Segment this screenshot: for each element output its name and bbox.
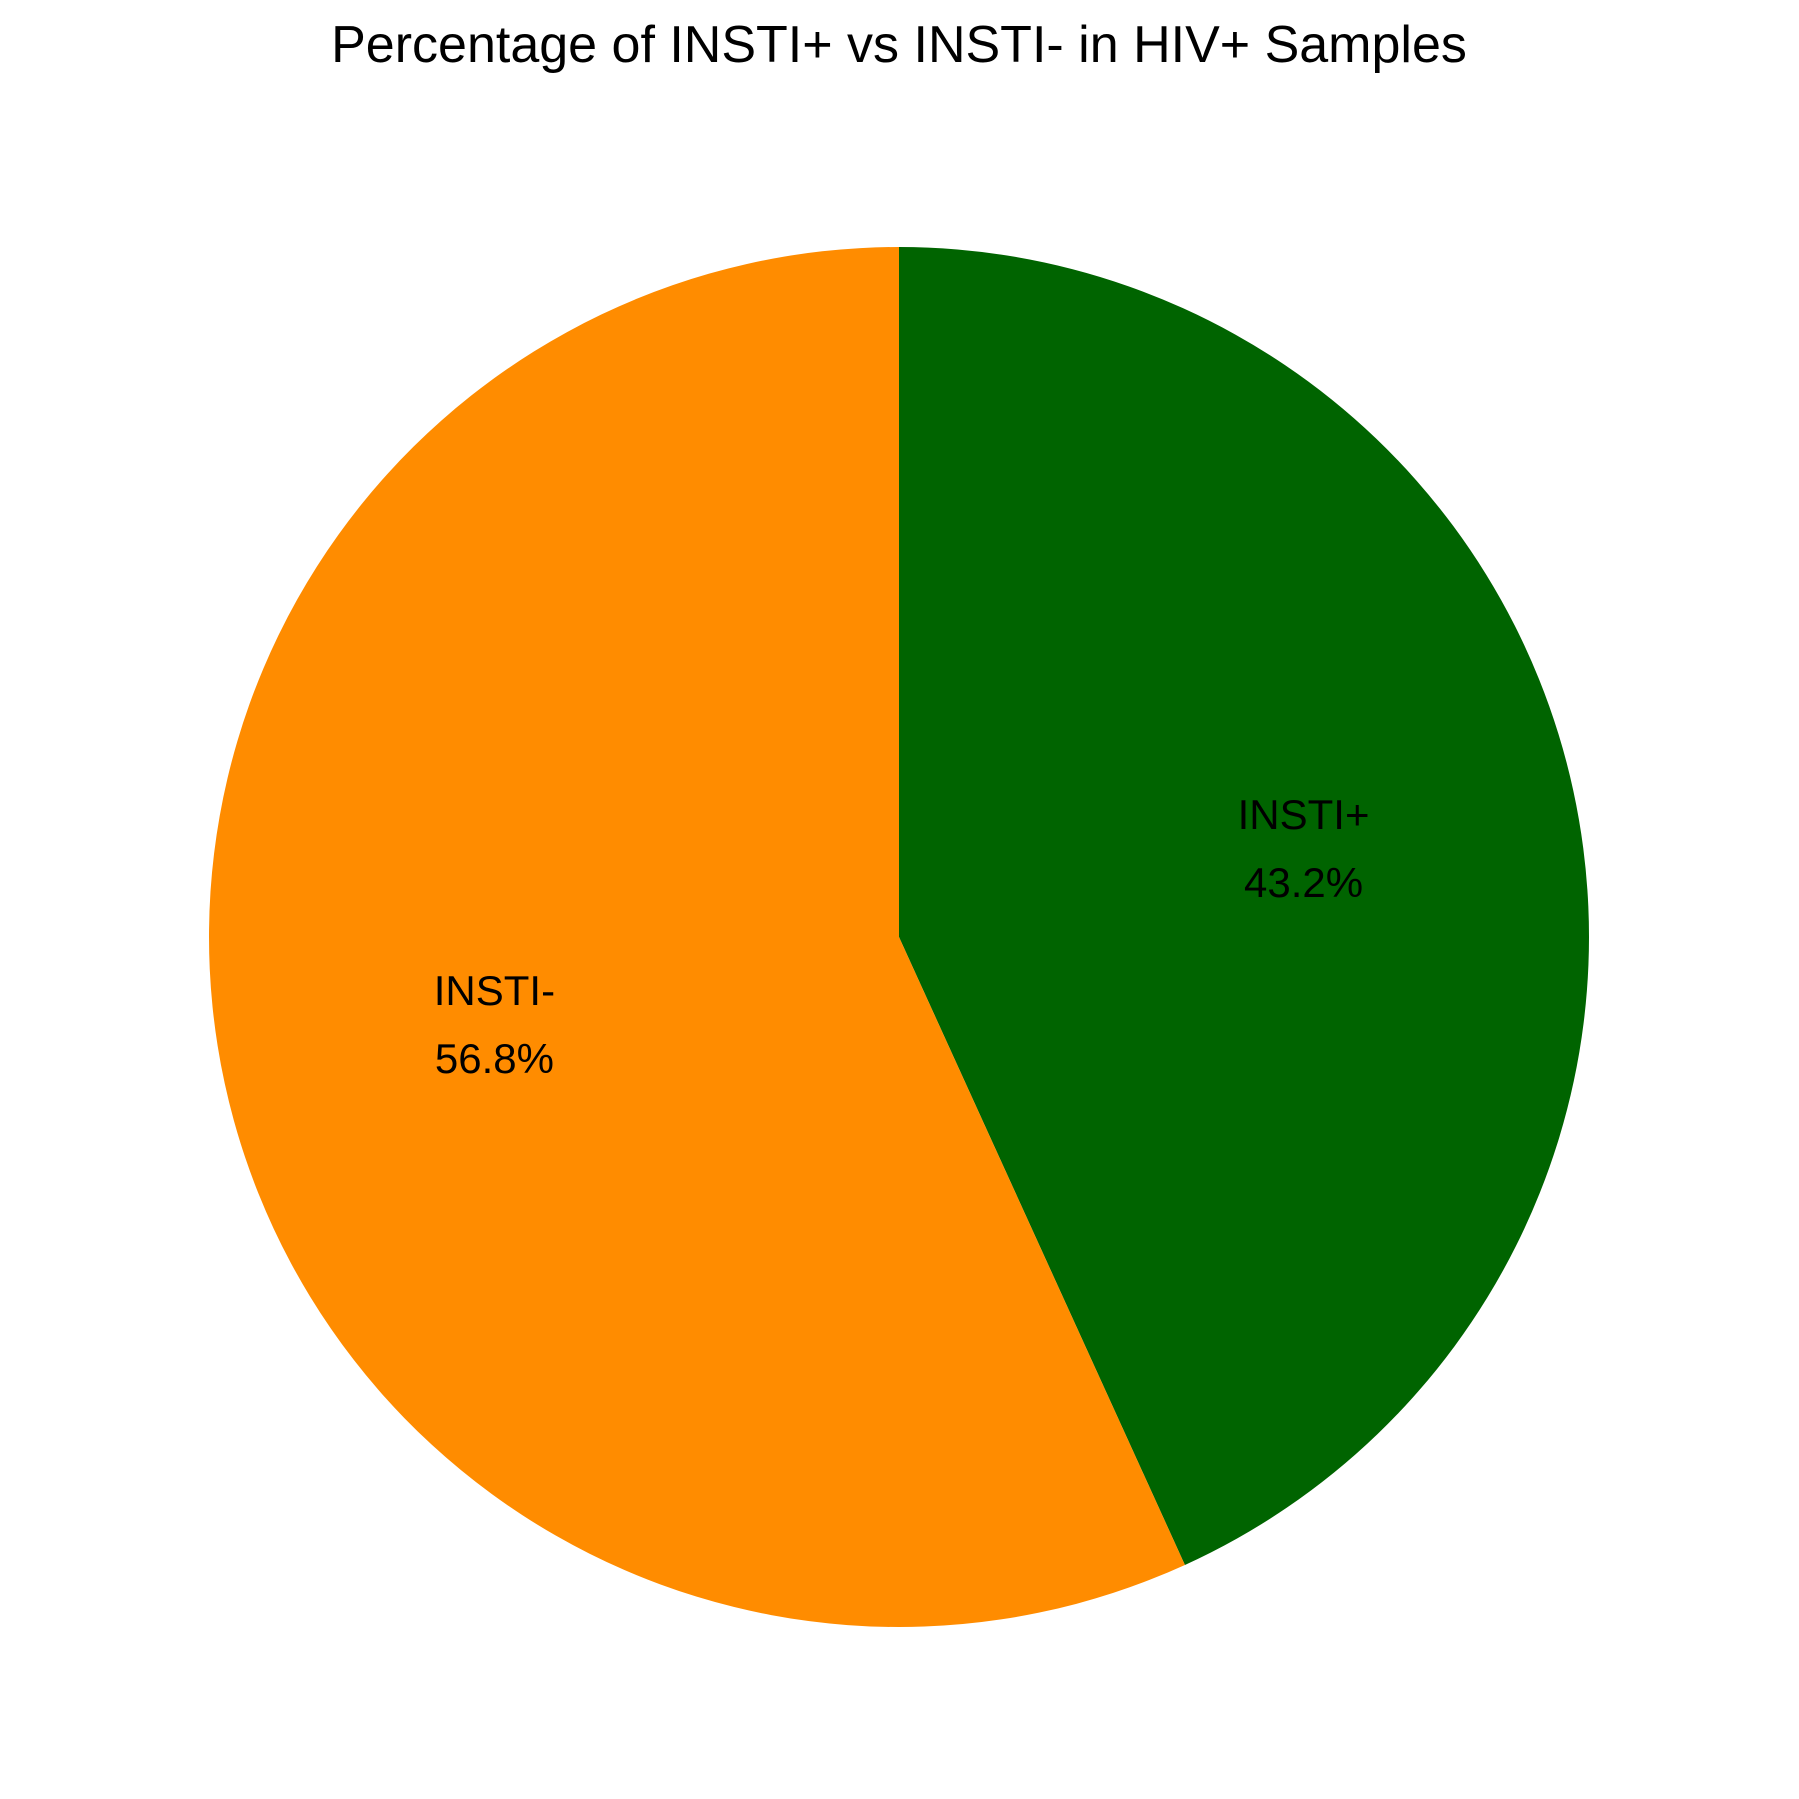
pie-labels: INSTI+ 43.2% INSTI- 56.8% [434, 791, 1370, 1082]
pie-slices [209, 247, 1590, 1627]
pie-slice-insti-minus [209, 247, 1185, 1627]
slice-label-insti-plus: INSTI+ [1238, 791, 1370, 838]
pie-slice-insti-plus [899, 247, 1590, 1565]
chart-title: Percentage of INSTI+ vs INSTI- in HIV+ S… [331, 16, 1467, 74]
slice-label-insti-minus: INSTI- [434, 967, 555, 1014]
slice-percent-insti-plus: 43.2% [1244, 859, 1363, 906]
slice-percent-insti-minus: 56.8% [435, 1035, 554, 1082]
